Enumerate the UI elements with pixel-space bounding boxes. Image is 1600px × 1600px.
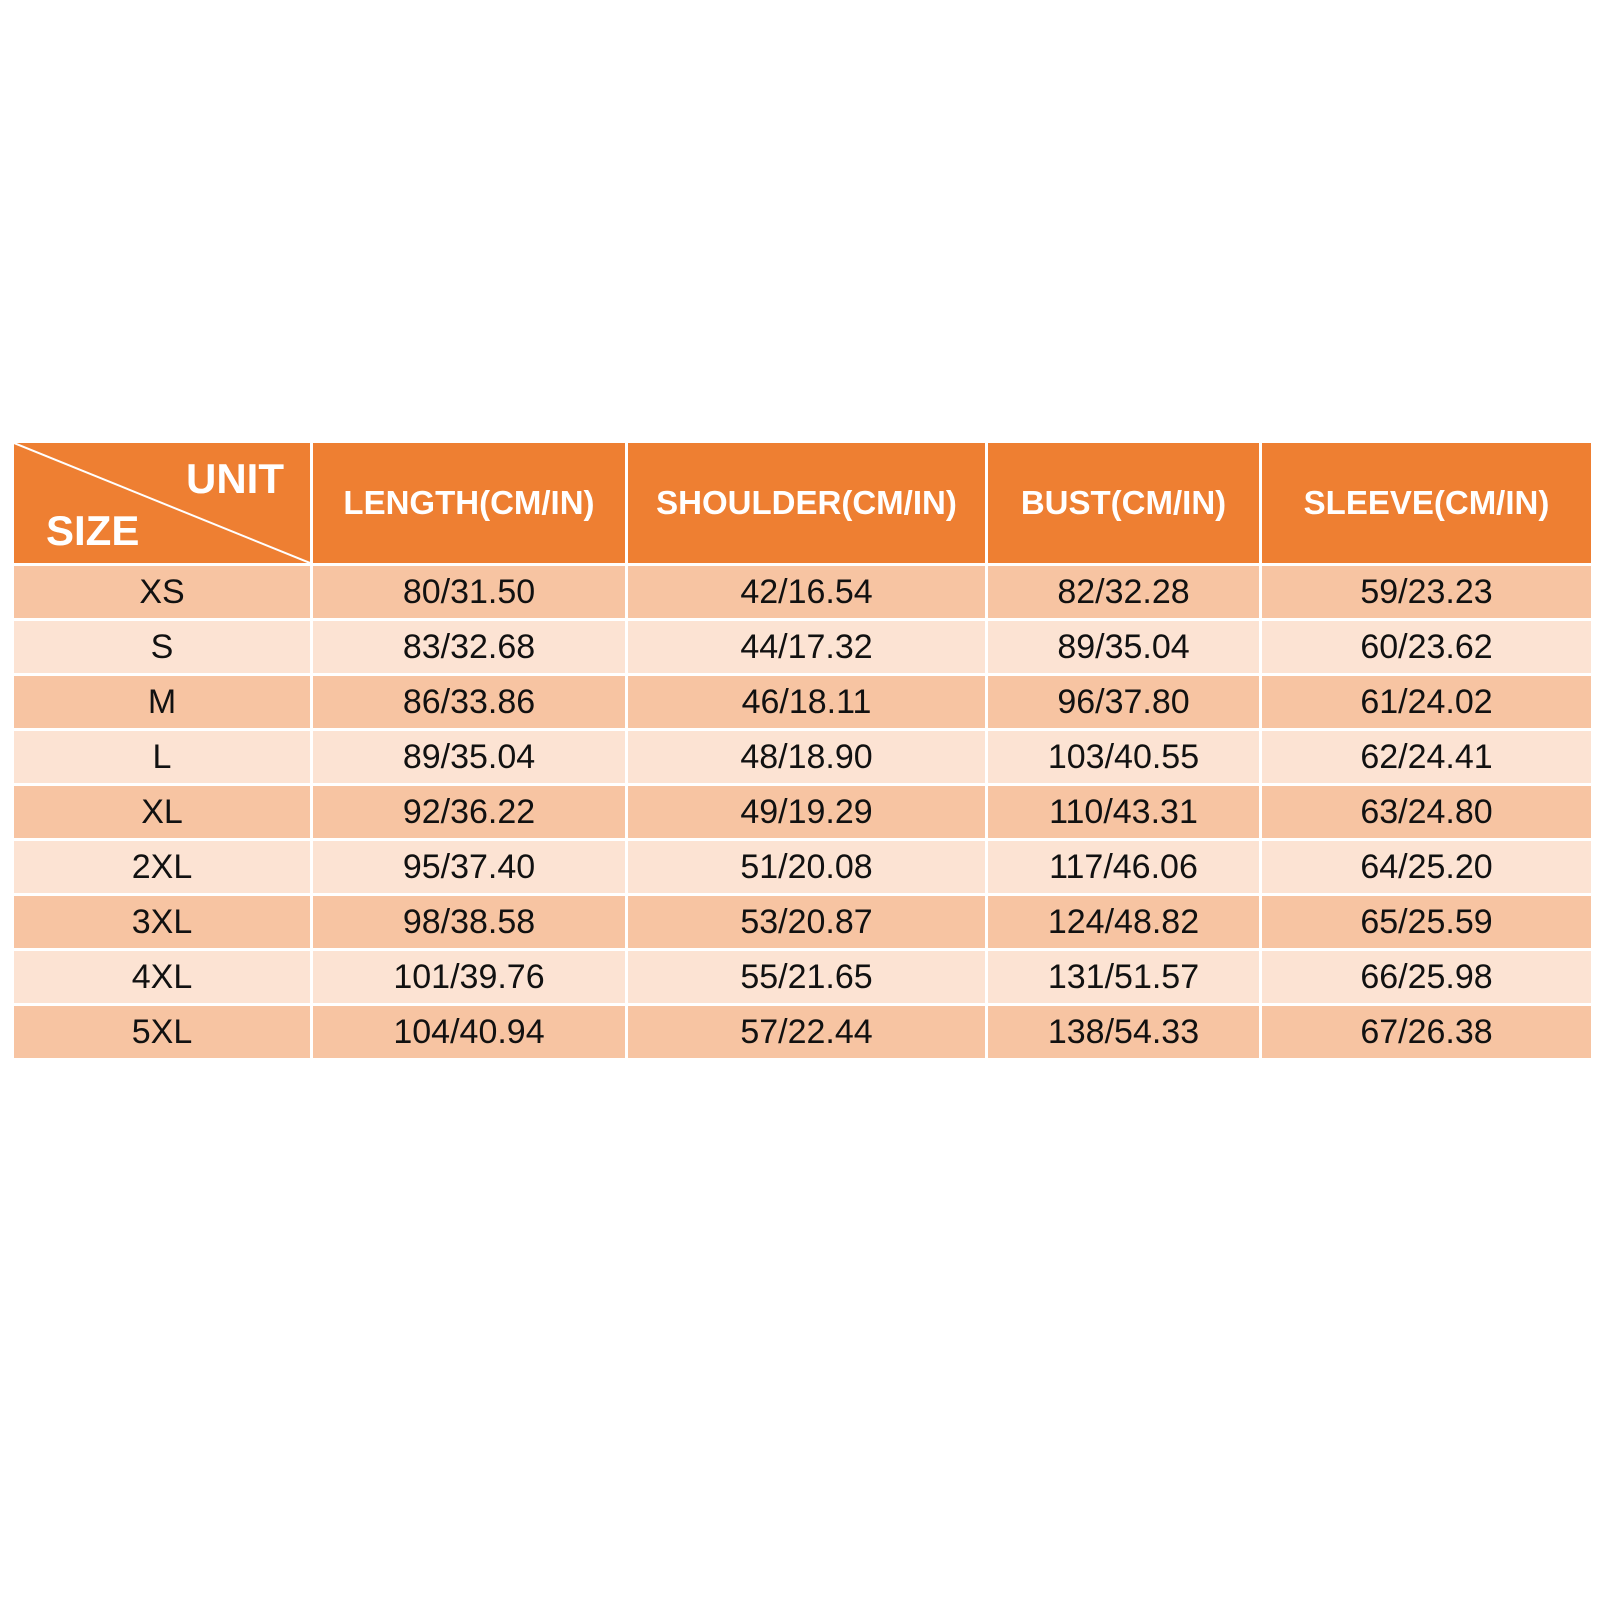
size-cell: 2XL [14, 841, 310, 893]
value-cell: 64/25.20 [1262, 841, 1591, 893]
value-cell: 65/25.59 [1262, 896, 1591, 948]
column-header: BUST(CM/IN) [988, 443, 1259, 563]
value-cell: 104/40.94 [313, 1006, 625, 1058]
value-cell: 131/51.57 [988, 951, 1259, 1003]
value-cell: 46/18.11 [628, 676, 985, 728]
value-cell: 66/25.98 [1262, 951, 1591, 1003]
column-header: SLEEVE(CM/IN) [1262, 443, 1591, 563]
size-cell: S [14, 621, 310, 673]
value-cell: 55/21.65 [628, 951, 985, 1003]
column-header: LENGTH(CM/IN) [313, 443, 625, 563]
value-cell: 96/37.80 [988, 676, 1259, 728]
value-cell: 89/35.04 [988, 621, 1259, 673]
value-cell: 53/20.87 [628, 896, 985, 948]
value-cell: 124/48.82 [988, 896, 1259, 948]
value-cell: 83/32.68 [313, 621, 625, 673]
size-cell: 3XL [14, 896, 310, 948]
diagonal [14, 443, 310, 563]
size-label: SIZE [46, 507, 140, 554]
value-cell: 42/16.54 [628, 566, 985, 618]
size-cell: 5XL [14, 1006, 310, 1058]
value-cell: 92/36.22 [313, 786, 625, 838]
corner-cell: UNIT SIZE [14, 443, 310, 563]
value-cell: 67/26.38 [1262, 1006, 1591, 1058]
value-cell: 44/17.32 [628, 621, 985, 673]
value-cell: 86/33.86 [313, 676, 625, 728]
size-table: UNIT SIZE LENGTH(CM/IN) SHOULDER(CM/IN) BU… [14, 443, 1591, 1058]
value-cell: 48/18.90 [628, 731, 985, 783]
value-cell: 117/46.06 [988, 841, 1259, 893]
size-cell: XS [14, 566, 310, 618]
value-cell: 89/35.04 [313, 731, 625, 783]
value-cell: 82/32.28 [988, 566, 1259, 618]
size-cell: M [14, 676, 310, 728]
value-cell: 138/54.33 [988, 1006, 1259, 1058]
value-cell: 98/38.58 [313, 896, 625, 948]
value-cell: 60/23.62 [1262, 621, 1591, 673]
size-cell: XL [14, 786, 310, 838]
value-cell: 59/23.23 [1262, 566, 1591, 618]
value-cell: 80/31.50 [313, 566, 625, 618]
value-cell: 101/39.76 [313, 951, 625, 1003]
value-cell: 95/37.40 [313, 841, 625, 893]
size-cell: L [14, 731, 310, 783]
value-cell: 110/43.31 [988, 786, 1259, 838]
value-cell: 61/24.02 [1262, 676, 1591, 728]
column-header: SHOULDER(CM/IN) [628, 443, 985, 563]
unit-label: UNIT [186, 455, 284, 502]
value-cell: 51/20.08 [628, 841, 985, 893]
value-cell: 57/22.44 [628, 1006, 985, 1058]
value-cell: 62/24.41 [1262, 731, 1591, 783]
size-cell: 4XL [14, 951, 310, 1003]
value-cell: 49/19.29 [628, 786, 985, 838]
value-cell: 63/24.80 [1262, 786, 1591, 838]
value-cell: 103/40.55 [988, 731, 1259, 783]
